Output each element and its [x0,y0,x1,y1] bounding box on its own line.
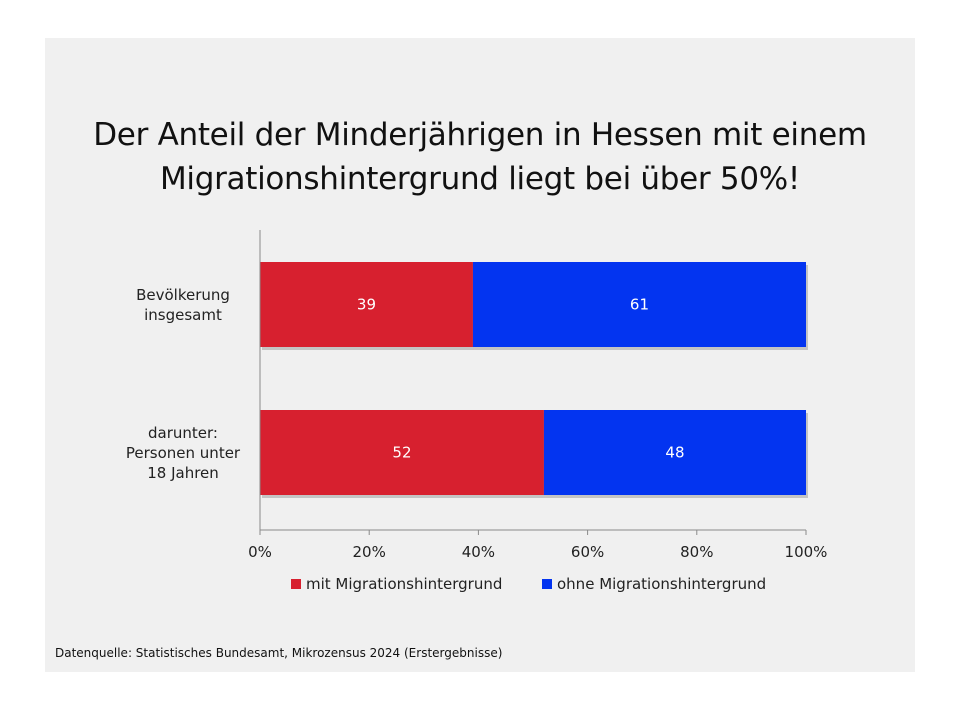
category-label-line: Bevölkerung [136,285,230,304]
bar-segment [543,410,806,495]
x-tick-label: 40% [462,543,495,561]
category-label: darunter: Personen unter 18 Jahren [108,423,258,483]
x-tick-label: 20% [353,543,386,561]
x-tick-label: 60% [571,543,604,561]
category-label-line: 18 Jahren [147,463,219,482]
data-source-note: Datenquelle: Statistisches Bundesamt, Mi… [55,646,503,660]
legend-item-ohne: ohne Migrationshintergrund [542,575,766,593]
category-label-line: darunter: [148,423,218,442]
legend-label-ohne: ohne Migrationshintergrund [557,575,767,593]
legend-label-mit: mit Migrationshintergrund [306,575,503,593]
data-label: 48 [665,444,684,462]
bar-segment [260,262,473,347]
x-tick-label: 100% [785,543,828,561]
bar-segment [472,262,806,347]
data-label: 52 [392,444,411,462]
category-label: Bevölkerung insgesamt [108,285,258,325]
data-label: 61 [630,296,649,314]
chart-title: Der Anteil der Minderjährigen in Hessen … [45,113,915,201]
category-label-line: insgesamt [144,305,222,324]
x-tick-label: 80% [680,543,713,561]
slide-background [45,38,915,672]
bar-segment [260,410,544,495]
data-label: 39 [357,296,376,314]
x-tick-label: 0% [248,543,272,561]
legend-swatch-mit [291,579,301,589]
legend: mit Migrationshintergrund ohne Migration… [0,575,960,599]
category-label-line: Personen unter [125,443,241,462]
title-line-2: Migrationshintergrund liegt bei über 50%… [159,161,801,197]
legend-item-mit: mit Migrationshintergrund [291,575,502,593]
legend-swatch-ohne [542,579,552,589]
title-line-1: Der Anteil der Minderjährigen in Hessen … [93,117,867,153]
